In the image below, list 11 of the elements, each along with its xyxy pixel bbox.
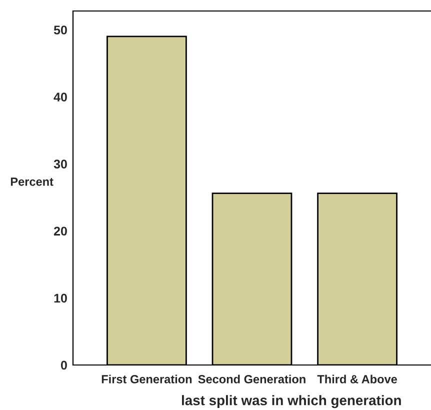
x-tick-label: Third & Above xyxy=(317,374,398,384)
x-axis-title: last split was in which generation xyxy=(182,395,401,408)
x-tick-label: Second Generation xyxy=(198,374,306,384)
y-tick-label: 50 xyxy=(54,26,67,34)
y-tick-label: 30 xyxy=(54,160,67,169)
x-tick-label: First Generation xyxy=(102,374,192,384)
y-tick-label: 0 xyxy=(60,360,67,370)
y-tick-label: 40 xyxy=(54,92,67,102)
y-tick-label: 20 xyxy=(54,226,67,236)
y-tick-label: 10 xyxy=(54,294,67,303)
y-axis-title: Percent xyxy=(10,178,54,186)
